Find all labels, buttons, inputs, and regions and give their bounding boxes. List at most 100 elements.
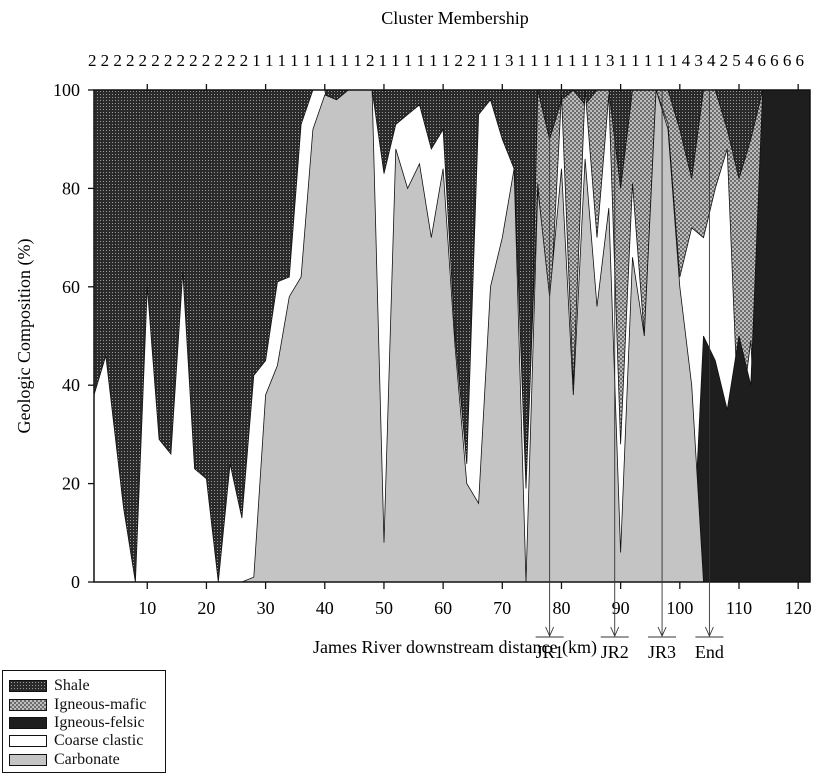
legend-label-coarse-clastic: Coarse clastic	[54, 732, 144, 750]
cluster-digit: 3	[505, 51, 514, 70]
cluster-digit: 1	[581, 51, 590, 70]
cluster-digit: 1	[644, 51, 653, 70]
x-tick-label: 60	[434, 598, 452, 618]
legend-swatch-shale	[9, 680, 47, 693]
cluster-digit: 2	[720, 51, 729, 70]
cluster-digit: 6	[795, 51, 804, 70]
cluster-digit: 1	[543, 51, 552, 70]
section-markers: JR1 JR2 JR3 End	[536, 90, 724, 662]
cluster-digit: 1	[442, 51, 451, 70]
cluster-digit: 1	[480, 51, 489, 70]
y-axis: 0 20 40 60 80 100	[53, 80, 94, 592]
legend-swatch-coarse-clastic	[9, 735, 47, 748]
y-tick-label: 0	[71, 572, 80, 592]
cluster-digit: 2	[214, 51, 223, 70]
cluster-digit: 1	[278, 51, 287, 70]
cluster-digit: 5	[732, 51, 741, 70]
cluster-digit: 1	[265, 51, 274, 70]
y-tick-label: 20	[62, 474, 80, 494]
chart-title: Cluster Membership	[381, 8, 528, 28]
cluster-digit: 2	[139, 51, 148, 70]
x-tick-label: 50	[375, 598, 393, 618]
cluster-digit: 1	[518, 51, 527, 70]
cluster-digit: 1	[379, 51, 388, 70]
marker-arrow	[704, 626, 714, 638]
cluster-digit: 2	[227, 51, 236, 70]
legend-item-igneous-felsic: Igneous-felsic	[9, 714, 165, 732]
cluster-digit: 1	[315, 51, 324, 70]
cluster-digit: 1	[429, 51, 438, 70]
cluster-digit: 2	[126, 51, 135, 70]
cluster-digit: 2	[454, 51, 463, 70]
legend-swatch-igneous-mafic	[9, 698, 47, 711]
legend-label-carbonate: Carbonate	[54, 750, 120, 768]
marker-arrow	[545, 626, 555, 638]
cluster-digit: 1	[656, 51, 665, 70]
x-tick-label: 40	[316, 598, 334, 618]
cluster-digit: 2	[202, 51, 211, 70]
cluster-digit: 2	[467, 51, 476, 70]
cluster-digit: 2	[113, 51, 122, 70]
legend-item-igneous-mafic: Igneous-mafic	[9, 695, 165, 713]
marker-label: JR3	[648, 642, 676, 662]
cluster-digit: 1	[416, 51, 425, 70]
cluster-digit: 2	[240, 51, 249, 70]
y-tick-label: 60	[62, 277, 80, 297]
cluster-digit: 1	[619, 51, 628, 70]
marker-label: JR2	[601, 642, 629, 662]
marker-arrow	[657, 626, 667, 638]
cluster-digit: 1	[252, 51, 261, 70]
y-tick-label: 100	[53, 80, 80, 100]
legend: Shale Igneous-mafic Igneous-felsic Coars…	[2, 670, 166, 773]
x-tick-label: 70	[493, 598, 511, 618]
cluster-digit: 2	[189, 51, 198, 70]
cluster-digit: 1	[328, 51, 337, 70]
cluster-digit: 1	[290, 51, 299, 70]
x-axis-label: James River downstream distance (km)	[313, 637, 597, 658]
cluster-digit: 6	[770, 51, 779, 70]
cluster-digit: 4	[682, 51, 691, 70]
cluster-digit: 1	[404, 51, 413, 70]
legend-item-carbonate: Carbonate	[9, 751, 165, 769]
cluster-digit: 1	[303, 51, 312, 70]
x-tick-label: 20	[197, 598, 215, 618]
y-tick-label: 80	[62, 178, 80, 198]
x-tick-label: 90	[612, 598, 630, 618]
legend-item-coarse-clastic: Coarse clastic	[9, 732, 165, 750]
cluster-digit: 3	[606, 51, 615, 70]
cluster-digit: 1	[353, 51, 362, 70]
y-axis-label: Geologic Composition (%)	[14, 239, 35, 434]
x-tick-label: 110	[726, 598, 752, 618]
cluster-digit: 1	[568, 51, 577, 70]
legend-label-igneous-felsic: Igneous-felsic	[54, 713, 145, 731]
cluster-digit: 2	[88, 51, 97, 70]
cluster-digit: 1	[391, 51, 400, 70]
plot-frame	[93, 89, 811, 583]
x-tick-label: 120	[785, 598, 812, 618]
legend-label-shale: Shale	[54, 677, 90, 695]
chart-canvas: 0 20 40 60 80 100 10 20 30 40 50 60 70 80 90 100 110 120 2…	[14, 8, 812, 662]
x-tick-label: 10	[138, 598, 156, 618]
legend-swatch-carbonate	[9, 753, 47, 766]
cluster-digit: 1	[555, 51, 564, 70]
cluster-digit: 1	[669, 51, 678, 70]
cluster-digit: 6	[758, 51, 767, 70]
marker-arrow	[610, 626, 620, 638]
marker-label: JR1	[536, 642, 564, 662]
legend-label-igneous-mafic: Igneous-mafic	[54, 695, 147, 713]
cluster-digit: 2	[151, 51, 160, 70]
marker-label: End	[695, 642, 724, 662]
legend-swatch-igneous-felsic	[9, 716, 47, 729]
cluster-digit: 2	[101, 51, 110, 70]
x-tick-label: 100	[666, 598, 693, 618]
y-tick-label: 40	[62, 375, 80, 395]
cluster-digit: 3	[694, 51, 703, 70]
legend-item-shale: Shale	[9, 677, 165, 695]
cluster-digit: 4	[745, 51, 754, 70]
cluster-digit: 1	[341, 51, 350, 70]
area-layers	[93, 89, 811, 583]
x-tick-label: 80	[552, 598, 570, 618]
cluster-digit: 2	[176, 51, 185, 70]
x-tick-label: 30	[257, 598, 275, 618]
